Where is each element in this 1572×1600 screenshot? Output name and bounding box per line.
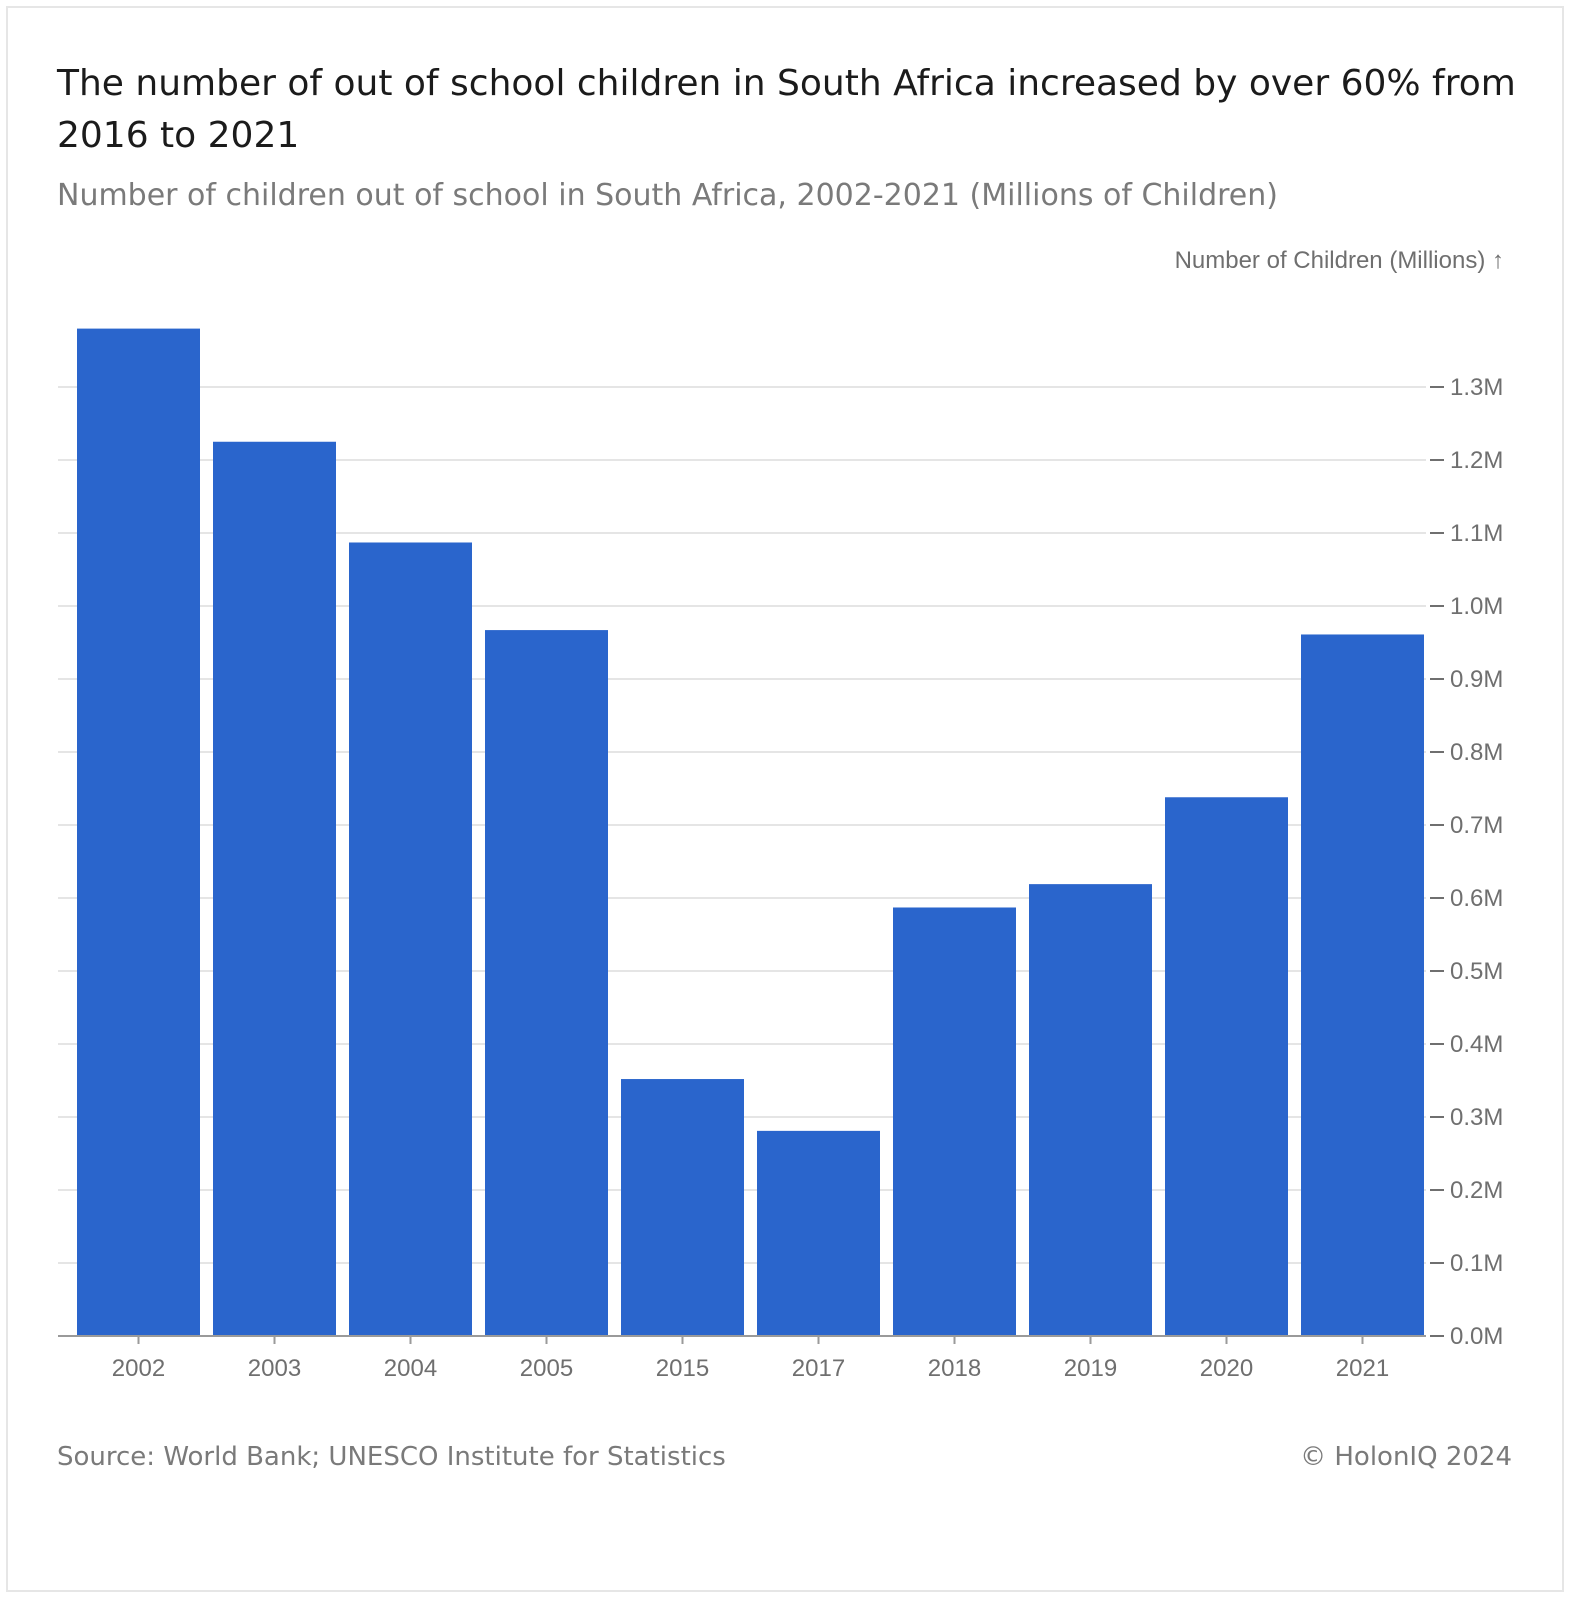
y-tick-label: 1.3M [1450, 374, 1503, 401]
chart-subtitle: Number of children out of school in Sout… [57, 178, 1278, 213]
x-tick-label: 2018 [928, 1355, 981, 1382]
bar-2003[interactable] [213, 441, 336, 1336]
bar-2005[interactable] [485, 630, 608, 1336]
x-tick-label: 2019 [1064, 1355, 1117, 1382]
y-tick-label: 0.5M [1450, 958, 1503, 985]
source-note: Source: World Bank; UNESCO Institute for… [57, 1442, 726, 1472]
y-tick-label: 0.8M [1450, 739, 1503, 766]
y-tick-label: 0.6M [1450, 885, 1503, 912]
bar-2015[interactable] [621, 1079, 744, 1336]
x-tick-label: 2015 [656, 1355, 709, 1382]
x-tick-label: 2017 [792, 1355, 845, 1382]
x-tick-label: 2005 [520, 1355, 573, 1382]
y-tick-label: 0.1M [1450, 1250, 1503, 1277]
y-tick-label: 0.2M [1450, 1177, 1503, 1204]
y-tick-label: 1.0M [1450, 593, 1503, 620]
bar-2004[interactable] [349, 542, 472, 1336]
bars [77, 328, 1424, 1337]
bar-2017[interactable] [757, 1130, 880, 1336]
x-tick-label: 2002 [112, 1355, 165, 1382]
y-axis-label: Number of Children (Millions) ↑ [1175, 247, 1504, 274]
x-tick-label: 2020 [1200, 1355, 1253, 1382]
y-tick-label: 0.7M [1450, 812, 1503, 839]
y-tick-label: 1.2M [1450, 447, 1503, 474]
y-tick-label: 0.0M [1450, 1323, 1503, 1350]
y-tick-label: 0.3M [1450, 1104, 1503, 1131]
x-tick-label: 2004 [384, 1355, 437, 1382]
y-tick-label: 1.1M [1450, 520, 1503, 547]
y-tick-label: 0.9M [1450, 666, 1503, 693]
bar-2020[interactable] [1165, 797, 1288, 1336]
bar-chart: 0.0M 0.1M 0.2M 0.3M 0.4M 0.5M 0.6M 0.7M 0.8M 0.9M… [58, 247, 1504, 1382]
bar-2002[interactable] [77, 328, 200, 1337]
bar-2019[interactable] [1029, 884, 1152, 1336]
x-tick-label: 2003 [248, 1355, 301, 1382]
axes: 0.0M 0.1M 0.2M 0.3M 0.4M 0.5M 0.6M 0.7M 0.8M 0.9M… [58, 374, 1503, 1382]
bar-2018[interactable] [893, 907, 1016, 1336]
bar-2021[interactable] [1301, 634, 1424, 1336]
x-tick-label: 2021 [1336, 1355, 1389, 1382]
chart-title: The number of out of school children in … [57, 63, 1516, 156]
copyright-note: © HolonIQ 2024 [1300, 1442, 1512, 1472]
y-tick-label: 0.4M [1450, 1031, 1503, 1058]
